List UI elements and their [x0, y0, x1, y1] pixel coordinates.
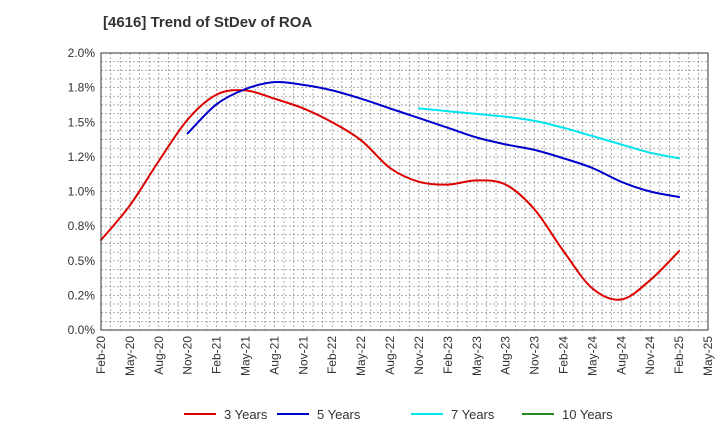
- x-tick-label: Aug-20: [152, 336, 166, 375]
- y-tick-label: 0.0%: [68, 323, 96, 337]
- x-tick-label: Feb-23: [441, 336, 455, 374]
- x-tick-label: May-25: [701, 336, 715, 376]
- x-tick-label: Nov-21: [296, 336, 310, 375]
- y-tick-label: 0.5%: [68, 254, 96, 268]
- x-tick-label: May-20: [123, 336, 137, 376]
- series-line-5-years: [186, 80, 681, 198]
- x-tick-label: Feb-20: [94, 336, 108, 374]
- x-tick-label: May-24: [585, 336, 599, 376]
- legend: 3 Years 5 Years 7 Years 10 Years: [184, 407, 613, 422]
- x-tick-label: Feb-22: [325, 336, 339, 374]
- y-tick-label: 1.8%: [68, 81, 96, 95]
- plot-area: [101, 53, 708, 330]
- legend-label: 7 Years: [451, 407, 495, 422]
- series-line-3-years: [100, 89, 681, 301]
- x-tick-label: Feb-21: [210, 336, 224, 374]
- legend-label: 10 Years: [562, 407, 613, 422]
- y-tick-label: 1.0%: [68, 185, 96, 199]
- y-tick-label: 1.5%: [68, 115, 96, 129]
- x-tick-label: May-23: [470, 336, 484, 376]
- x-tick-label: Aug-24: [614, 336, 628, 375]
- x-tick-label: Aug-21: [267, 336, 281, 375]
- series-lines: [100, 80, 681, 301]
- x-tick-label: Nov-22: [412, 336, 426, 375]
- legend-label: 3 Years: [224, 407, 268, 422]
- x-tick-label: Feb-25: [672, 336, 686, 374]
- x-tick-label: Nov-20: [181, 336, 195, 375]
- legend-label: 5 Years: [317, 407, 361, 422]
- x-tick-label: Nov-23: [528, 336, 542, 375]
- y-tick-label: 0.2%: [68, 288, 96, 302]
- x-tick-label: May-22: [354, 336, 368, 376]
- x-axis: Feb-20 May-20 Aug-20 Nov-20 Feb-21 May-21 Aug-…: [94, 336, 715, 376]
- x-tick-label: May-21: [239, 336, 253, 376]
- y-tick-label: 2.0%: [68, 46, 96, 60]
- chart-title: [4616] Trend of StDev of ROA: [103, 14, 312, 31]
- x-tick-label: Aug-22: [383, 336, 397, 375]
- series-line-7-years: [418, 107, 681, 160]
- y-axis: 0.0% 0.2% 0.5% 0.8% 1.0% 1.2% 1.5% 1.8% 2.0%: [68, 46, 96, 337]
- y-tick-label: 0.8%: [68, 219, 96, 233]
- gridlines: [101, 53, 708, 330]
- x-tick-label: Feb-24: [556, 336, 570, 374]
- x-tick-label: Aug-23: [499, 336, 513, 375]
- plot-border: [100, 52, 709, 331]
- y-tick-label: 1.2%: [68, 150, 96, 164]
- x-tick-label: Nov-24: [643, 336, 657, 375]
